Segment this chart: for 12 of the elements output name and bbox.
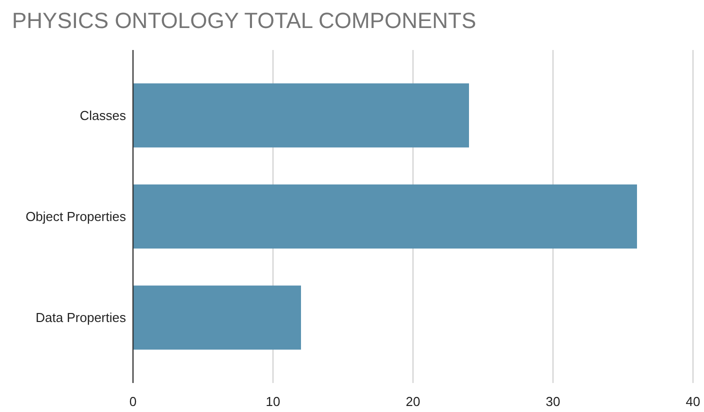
bar — [133, 184, 637, 249]
bar — [133, 83, 469, 148]
x-tick-label: 30 — [546, 394, 560, 409]
y-tick-label: Classes — [80, 108, 126, 123]
x-tick-label: 40 — [686, 394, 700, 409]
x-tick-label: 20 — [406, 394, 420, 409]
y-tick-label: Object Properties — [26, 209, 126, 224]
bar — [133, 286, 301, 350]
x-tick-label: 0 — [129, 394, 137, 409]
y-tick-label: Data Properties — [36, 310, 126, 326]
chart-title: PHYSICS ONTOLOGY TOTAL COMPONENTS — [12, 8, 476, 33]
x-tick-label: 10 — [266, 394, 280, 409]
